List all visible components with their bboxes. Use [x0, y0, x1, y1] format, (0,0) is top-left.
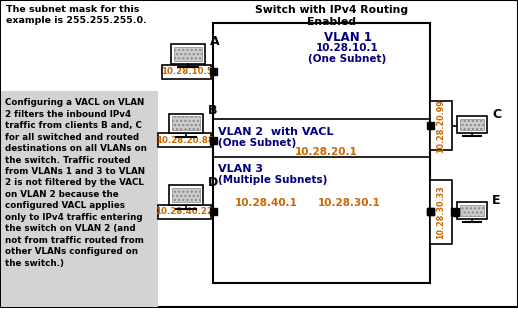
- Text: (One Subnet): (One Subnet): [308, 54, 386, 64]
- Bar: [1, 91, 158, 307]
- Bar: [174, 47, 202, 61]
- Bar: [169, 185, 203, 205]
- Text: 10.28.40.22: 10.28.40.22: [155, 207, 213, 216]
- Text: C: C: [492, 108, 501, 121]
- Bar: [430, 180, 452, 244]
- Bar: [457, 202, 487, 219]
- Bar: [213, 23, 430, 283]
- Text: Switch with IPv4 Routing
Enabled: Switch with IPv4 Routing Enabled: [255, 5, 408, 27]
- Bar: [426, 208, 434, 215]
- Text: VLAN 1: VLAN 1: [324, 32, 371, 44]
- Bar: [171, 44, 205, 64]
- Text: B: B: [208, 104, 218, 117]
- Bar: [172, 116, 200, 130]
- Bar: [169, 114, 203, 133]
- Bar: [426, 208, 434, 215]
- Text: (Multiple Subnets): (Multiple Subnets): [218, 175, 327, 185]
- Bar: [209, 208, 217, 215]
- Text: 10.28.20.99: 10.28.20.99: [437, 99, 445, 153]
- Text: D: D: [208, 176, 218, 189]
- Bar: [209, 137, 217, 144]
- Text: (One Subnet): (One Subnet): [218, 138, 296, 148]
- Bar: [457, 116, 487, 133]
- Text: E: E: [492, 193, 500, 207]
- Text: A: A: [210, 35, 220, 48]
- Bar: [426, 122, 434, 129]
- Text: 10.28.40.1: 10.28.40.1: [235, 198, 298, 208]
- Text: VLAN 3: VLAN 3: [218, 164, 263, 174]
- Bar: [430, 101, 452, 151]
- Bar: [460, 119, 484, 130]
- Text: VLAN 2  with VACL: VLAN 2 with VACL: [218, 127, 334, 137]
- Bar: [460, 205, 484, 216]
- Bar: [172, 188, 200, 202]
- Text: 10.28.20.1: 10.28.20.1: [294, 147, 357, 157]
- Text: Configuring a VACL on VLAN
2 filters the inbound IPv4
traffic from clients B and: Configuring a VACL on VLAN 2 filters the…: [5, 98, 147, 268]
- Text: The subnet mask for this
example is 255.255.255.0.: The subnet mask for this example is 255.…: [6, 5, 147, 25]
- Bar: [162, 65, 211, 79]
- Text: 10.28.30.1: 10.28.30.1: [318, 198, 381, 208]
- Bar: [209, 68, 217, 75]
- Text: 10.28.10.1: 10.28.10.1: [316, 43, 379, 53]
- Bar: [158, 133, 211, 147]
- Text: 10.28.20.88: 10.28.20.88: [155, 136, 213, 145]
- Bar: [1, 1, 158, 91]
- Text: 10.28.30.33: 10.28.30.33: [437, 185, 445, 239]
- Bar: [451, 208, 459, 216]
- Bar: [158, 205, 211, 219]
- Text: 10.28.10.5: 10.28.10.5: [161, 67, 212, 76]
